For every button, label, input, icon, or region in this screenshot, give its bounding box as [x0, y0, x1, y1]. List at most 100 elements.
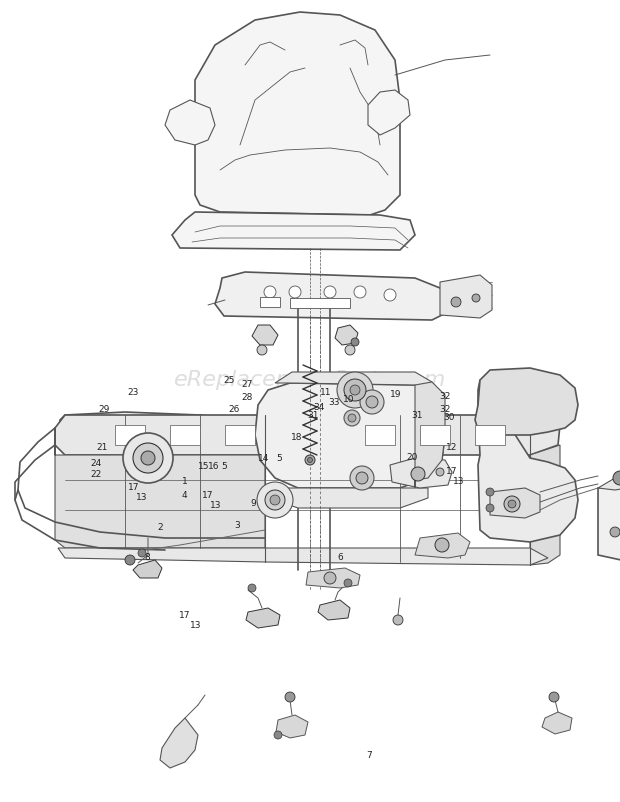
Text: 1: 1 — [182, 476, 188, 486]
Polygon shape — [275, 372, 432, 393]
Circle shape — [285, 692, 295, 702]
Circle shape — [451, 297, 461, 307]
Polygon shape — [475, 425, 505, 445]
Circle shape — [486, 504, 494, 512]
Text: 3: 3 — [234, 520, 240, 530]
Text: 26: 26 — [229, 404, 240, 414]
Circle shape — [324, 572, 336, 584]
Circle shape — [270, 495, 280, 505]
Circle shape — [141, 451, 155, 465]
Polygon shape — [390, 458, 452, 488]
Text: 21: 21 — [97, 443, 108, 452]
Text: 14: 14 — [258, 454, 269, 464]
Text: 15: 15 — [198, 462, 209, 472]
Text: 31: 31 — [411, 411, 422, 420]
Circle shape — [393, 615, 403, 625]
Text: 32: 32 — [440, 392, 451, 402]
Polygon shape — [365, 425, 395, 445]
Circle shape — [344, 379, 366, 401]
Text: 2: 2 — [157, 523, 163, 533]
Polygon shape — [225, 425, 255, 445]
Circle shape — [504, 496, 520, 512]
Text: 13: 13 — [453, 476, 464, 486]
Text: 33: 33 — [328, 398, 339, 407]
Text: 30: 30 — [444, 412, 455, 422]
Text: 19: 19 — [390, 390, 401, 399]
Circle shape — [472, 294, 480, 302]
Circle shape — [411, 467, 425, 481]
Text: 25: 25 — [224, 376, 235, 386]
Text: 10: 10 — [343, 395, 354, 404]
Text: 13: 13 — [136, 492, 147, 502]
Text: 13: 13 — [190, 621, 201, 630]
Text: 23: 23 — [128, 388, 139, 398]
Circle shape — [549, 692, 559, 702]
Circle shape — [257, 482, 293, 518]
Circle shape — [350, 385, 360, 395]
Text: 18: 18 — [291, 432, 302, 442]
Text: 7: 7 — [366, 751, 372, 760]
Polygon shape — [306, 568, 360, 588]
Text: 16: 16 — [208, 462, 219, 472]
Circle shape — [354, 286, 366, 298]
Polygon shape — [478, 380, 578, 542]
Polygon shape — [415, 382, 445, 488]
Circle shape — [264, 286, 276, 298]
Polygon shape — [133, 560, 162, 578]
Circle shape — [486, 488, 494, 496]
Polygon shape — [335, 325, 358, 345]
Polygon shape — [415, 533, 470, 558]
Polygon shape — [275, 488, 428, 508]
Polygon shape — [290, 298, 350, 308]
Polygon shape — [260, 297, 280, 307]
Text: 17: 17 — [128, 483, 139, 492]
Polygon shape — [170, 425, 200, 445]
Text: 5: 5 — [221, 462, 228, 472]
Circle shape — [337, 372, 373, 408]
Polygon shape — [318, 600, 350, 620]
Polygon shape — [255, 383, 445, 488]
Circle shape — [345, 345, 355, 355]
Polygon shape — [160, 718, 198, 768]
Circle shape — [324, 286, 336, 298]
Circle shape — [613, 471, 620, 485]
Text: 28: 28 — [241, 393, 252, 403]
Polygon shape — [598, 478, 620, 568]
Circle shape — [344, 579, 352, 587]
Circle shape — [435, 538, 449, 552]
Polygon shape — [172, 212, 415, 250]
Polygon shape — [195, 12, 400, 215]
Circle shape — [366, 396, 378, 408]
Polygon shape — [246, 608, 280, 628]
Text: 12: 12 — [446, 443, 457, 452]
Polygon shape — [542, 712, 572, 734]
Polygon shape — [475, 368, 578, 435]
Polygon shape — [55, 415, 560, 455]
Polygon shape — [530, 445, 560, 565]
Polygon shape — [440, 275, 492, 318]
Text: 29: 29 — [99, 404, 110, 414]
Circle shape — [350, 466, 374, 490]
Circle shape — [138, 549, 146, 557]
Text: 6: 6 — [337, 553, 343, 562]
Circle shape — [436, 468, 444, 476]
Circle shape — [274, 731, 282, 739]
Circle shape — [508, 500, 516, 508]
Circle shape — [610, 527, 620, 537]
Circle shape — [123, 433, 173, 483]
Polygon shape — [368, 90, 410, 135]
Polygon shape — [490, 488, 540, 518]
Text: 4: 4 — [182, 491, 188, 500]
Text: 24: 24 — [91, 459, 102, 468]
Polygon shape — [58, 412, 268, 450]
Polygon shape — [215, 272, 452, 320]
Circle shape — [257, 345, 267, 355]
Text: 9: 9 — [250, 499, 256, 508]
Text: 31: 31 — [308, 411, 319, 420]
Polygon shape — [252, 325, 278, 345]
Text: 8: 8 — [144, 553, 151, 562]
Circle shape — [360, 390, 384, 414]
Circle shape — [133, 443, 163, 473]
Circle shape — [348, 414, 356, 422]
Circle shape — [351, 338, 359, 346]
